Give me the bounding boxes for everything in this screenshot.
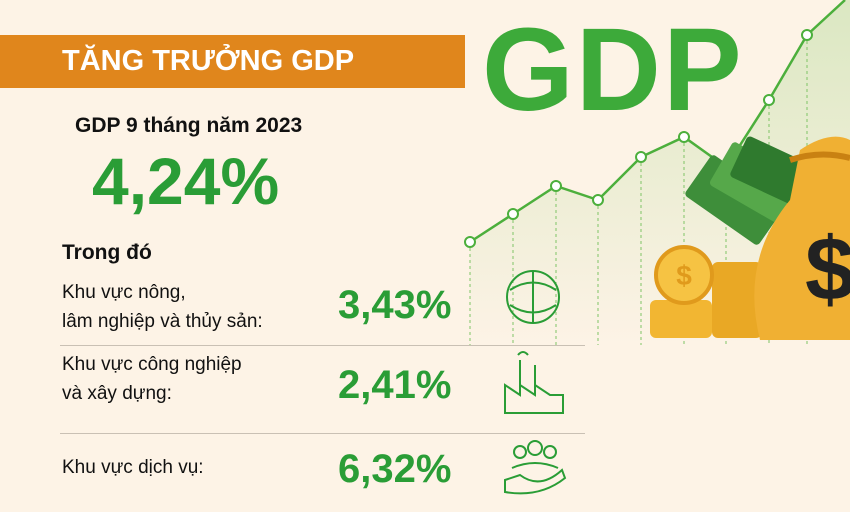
separator <box>60 433 585 434</box>
money-bag: $ <box>754 136 850 340</box>
trend-dots <box>464 29 813 248</box>
breakdown-heading: Trong đó <box>62 241 152 264</box>
row-value: 3,43% <box>338 283 452 327</box>
svg-text:$: $ <box>676 260 692 291</box>
svg-text:$: $ <box>805 220 850 320</box>
coins: $ <box>650 245 762 338</box>
summary-value: 4,24% <box>92 144 280 218</box>
row-value: 6,32% <box>338 447 452 491</box>
row-label: lâm nghiệp và thủy sản: <box>62 311 263 332</box>
row-value: 2,41% <box>338 363 452 407</box>
row-label: và xây dựng: <box>62 383 172 404</box>
trend-area <box>470 0 850 345</box>
row-label: Khu vực nông, <box>62 282 186 303</box>
row-label: Khu vực dịch vụ: <box>62 457 204 478</box>
row-label: Khu vực công nghiệp <box>62 354 242 375</box>
separator <box>60 345 585 346</box>
summary-label: GDP 9 tháng năm 2023 <box>75 114 303 137</box>
big-title: GDP <box>482 4 744 136</box>
trend-line <box>469 0 846 244</box>
sector-icons <box>504 270 567 495</box>
banner-title: TĂNG TRƯỞNG GDP <box>62 45 355 77</box>
banner <box>0 35 465 88</box>
